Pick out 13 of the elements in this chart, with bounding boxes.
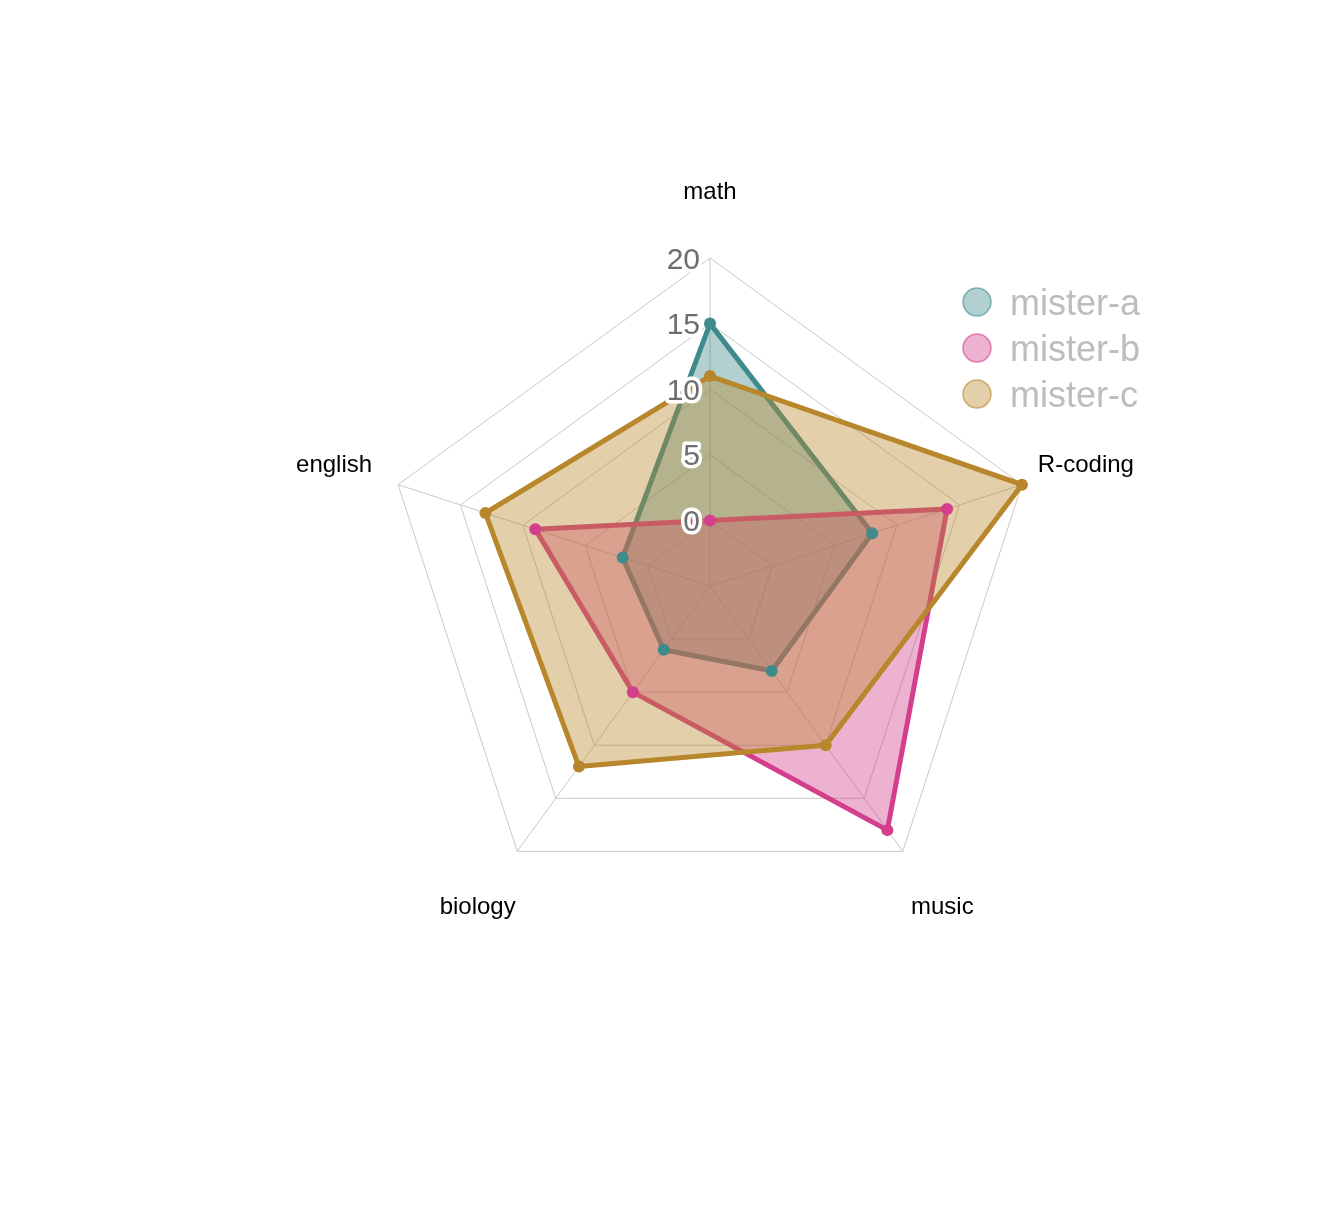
spoke-label: music xyxy=(910,892,974,920)
y-tick-label: 10 xyxy=(666,372,700,406)
y-tick-label: 5 xyxy=(683,438,700,472)
y-tick-label: 15 xyxy=(666,307,700,341)
y-tick-label: 20 xyxy=(666,241,700,275)
spoke-label: math xyxy=(683,177,737,205)
legend-label: mister-c xyxy=(1010,373,1138,415)
legend-label: mister-a xyxy=(1010,281,1141,323)
spoke-label: biology xyxy=(439,892,516,920)
spoke-label: R-coding xyxy=(1037,450,1134,478)
legend-label: mister-b xyxy=(1010,327,1141,369)
y-tick-label: 0 xyxy=(683,503,700,537)
spoke-label: english xyxy=(296,450,373,478)
